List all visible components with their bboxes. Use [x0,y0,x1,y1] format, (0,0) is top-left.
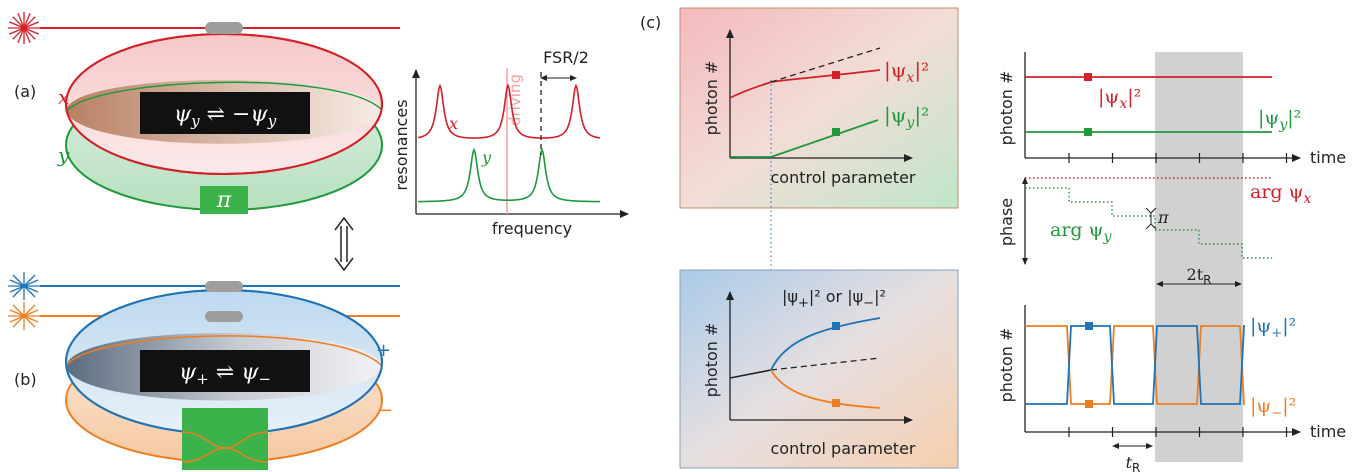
svg-text:|ψ−|²: |ψ−|² [1250,395,1296,421]
trace-y-marker [1084,128,1092,136]
time-label-bottom: time [1310,422,1346,441]
pol-x-label: x [58,85,69,109]
pol-y-label: y [57,143,70,167]
trace-x-marker [1084,73,1092,81]
cbot-xlabel: control parameter [770,439,915,458]
ctop-ylabel: photon # [702,61,721,136]
svg-text:tR: tR [1126,453,1141,472]
svg-text:arg ψx: arg ψx [1250,181,1312,207]
svg-text:ψ+ ⇌ ψ−: ψ+ ⇌ ψ− [179,360,271,388]
arg-y-staircase [1025,187,1272,259]
symmetry-box-b [140,350,310,392]
driving-label: driving [506,74,524,126]
coupler-b1 [205,281,243,292]
symmetry-box-a [140,92,310,134]
panel-label-a: (a) [14,82,36,101]
laser-blue-icon [8,272,40,300]
equivalence-arrow-icon [334,216,354,272]
res-y-label: y [481,148,492,167]
photon-label-top: photon # [997,71,1016,146]
svg-text:|ψ+|²: |ψ+|² [1250,315,1296,341]
svg-text:π: π [216,188,232,213]
panel-label-b: (b) [14,370,37,389]
laser-red-icon [8,12,40,44]
coupler-a [205,22,243,34]
svg-text:arg ψy: arg ψy [1050,219,1113,245]
cbot-plus-marker [832,322,840,330]
cbot-minus-marker [832,399,840,407]
psi-plus-trace [1025,325,1245,405]
ctop-y-marker [832,128,840,136]
svg-text:|ψx|²: |ψx|² [884,58,929,86]
svg-text:|ψy|²: |ψy|² [1258,107,1301,133]
y-resonance-trace [417,147,601,203]
coupler-b2 [205,311,243,322]
ctop-x-marker [832,71,840,79]
phase-label: phase [997,198,1016,246]
panel-label-c: (c) [640,13,661,32]
panel-b: ψ+ ⇌ ψ− (b) + − [8,272,400,470]
x-resonance-trace [417,83,601,139]
fsr-label: FSR/2 [543,48,589,67]
svg-text:|ψy|²: |ψy|² [884,103,929,131]
svg-text:2tR: 2tR [1187,265,1212,287]
panel-c-top: photon # control parameter |ψx|² |ψy|² [679,7,959,209]
panel-c-bottom: photon # control parameter |ψ+|² or |ψ−|… [679,269,959,469]
cbot-ylabel: photon # [702,323,721,398]
pi-step-label: π [1157,208,1169,227]
resonances-ylabel: resonances [392,99,411,190]
time-label-top: time [1310,148,1346,167]
photon-label-bottom: photon # [997,328,1016,403]
trace-plus-marker [1085,322,1093,330]
laser-orange-icon [8,302,40,330]
phase-plate-pi [200,186,248,214]
time-traces: photon # time |ψx|² |ψy|² phase arg ψx a… [997,52,1346,472]
resonance-plot: resonances frequency driving x y FSR/2 [392,48,629,238]
res-x-label: x [449,114,458,133]
svg-text:ψy ⇌ −ψy: ψy ⇌ −ψy [174,102,277,130]
trace-minus-marker [1085,400,1093,408]
svg-text:|ψ+|² or |ψ−|²: |ψ+|² or |ψ−|² [782,287,886,311]
plus-label: + [376,340,391,361]
resonances-xlabel: frequency [492,219,572,238]
minus-label: − [378,400,393,421]
ctop-xlabel: control parameter [770,168,915,187]
panel-a: ψy ⇌ −ψy π (a) x y [8,12,400,214]
gray-highlight [1155,52,1243,462]
svg-text:|ψx|²: |ψx|² [1098,86,1141,112]
